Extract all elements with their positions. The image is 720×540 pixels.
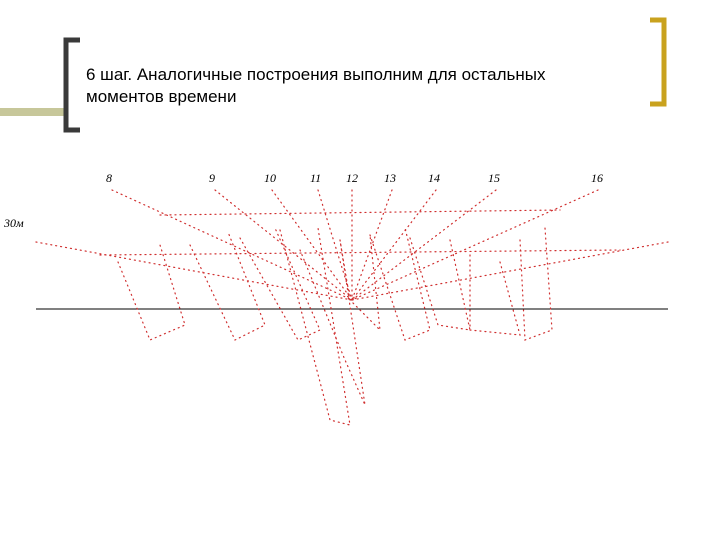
- accent-bar: [0, 108, 64, 116]
- left-bracket: [63, 37, 80, 133]
- hour-label: 12: [346, 171, 358, 185]
- hour-label: 16: [591, 171, 603, 185]
- hour-label: 15: [488, 171, 500, 185]
- hour-label: 11: [310, 171, 321, 185]
- shadow-outlines: [117, 227, 553, 426]
- hour-label: 13: [384, 171, 396, 185]
- right-bracket: [650, 17, 667, 107]
- height-label: 30м: [3, 216, 24, 230]
- hour-label: 10: [264, 171, 276, 185]
- construction-lines: [35, 189, 669, 301]
- title-line: 6 шаг. Аналогичные построения выполним д…: [86, 65, 546, 84]
- hour-label: 8: [106, 171, 112, 185]
- hour-label: 14: [428, 171, 440, 185]
- title-line: моментов времени: [86, 87, 236, 106]
- hour-label: 9: [209, 171, 215, 185]
